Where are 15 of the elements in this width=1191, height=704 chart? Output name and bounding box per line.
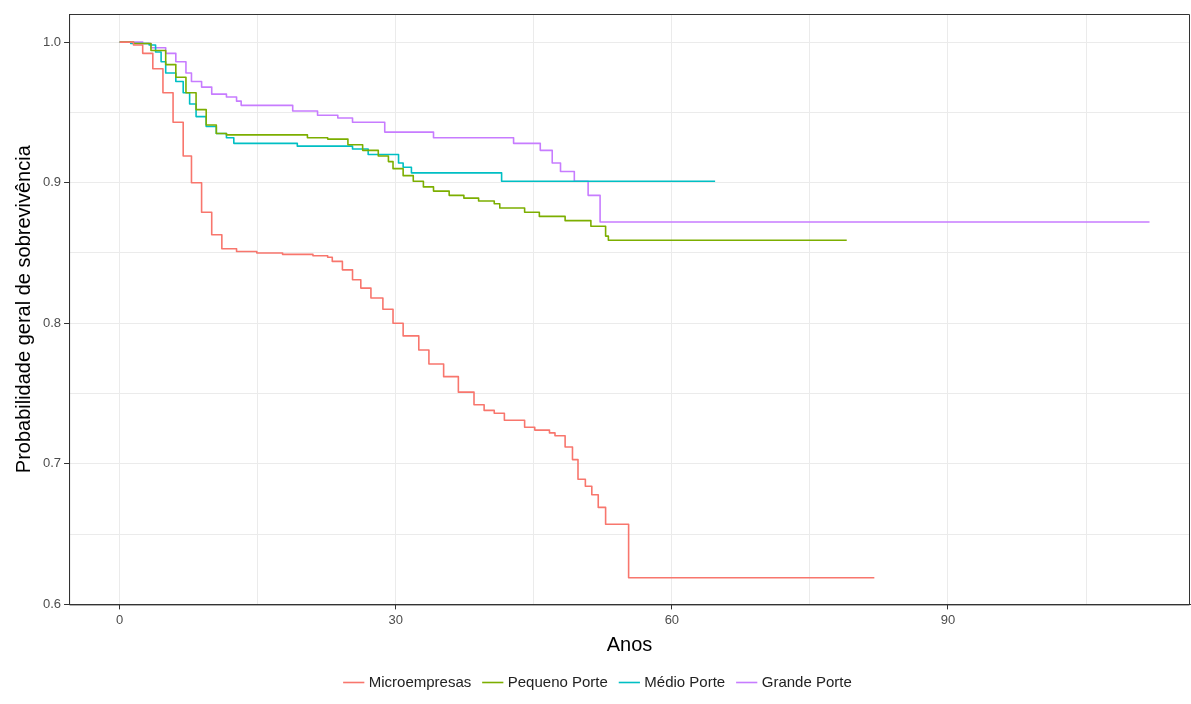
y-tick-label: 1.0 <box>42 33 62 49</box>
x-tick-label: 90 <box>940 611 956 627</box>
y-tick-label: 0.6 <box>42 595 62 611</box>
legend-label: Pequeno Porte <box>507 672 608 690</box>
y-tick-label: 0.8 <box>42 314 62 330</box>
y-axis-title: Probabilidade geral de sobrevivência <box>11 144 34 474</box>
legend-label: Médio Porte <box>644 672 726 690</box>
legend-label: Microempresas <box>368 672 472 690</box>
legend-label: Grande Porte <box>761 672 852 690</box>
x-tick-label: 30 <box>388 611 404 627</box>
y-tick-label: 0.9 <box>42 174 62 190</box>
x-tick-label: 0 <box>116 611 124 627</box>
x-axis-title: Anos <box>606 632 653 655</box>
y-tick-label: 0.7 <box>42 455 62 471</box>
x-tick-label: 60 <box>664 611 680 627</box>
